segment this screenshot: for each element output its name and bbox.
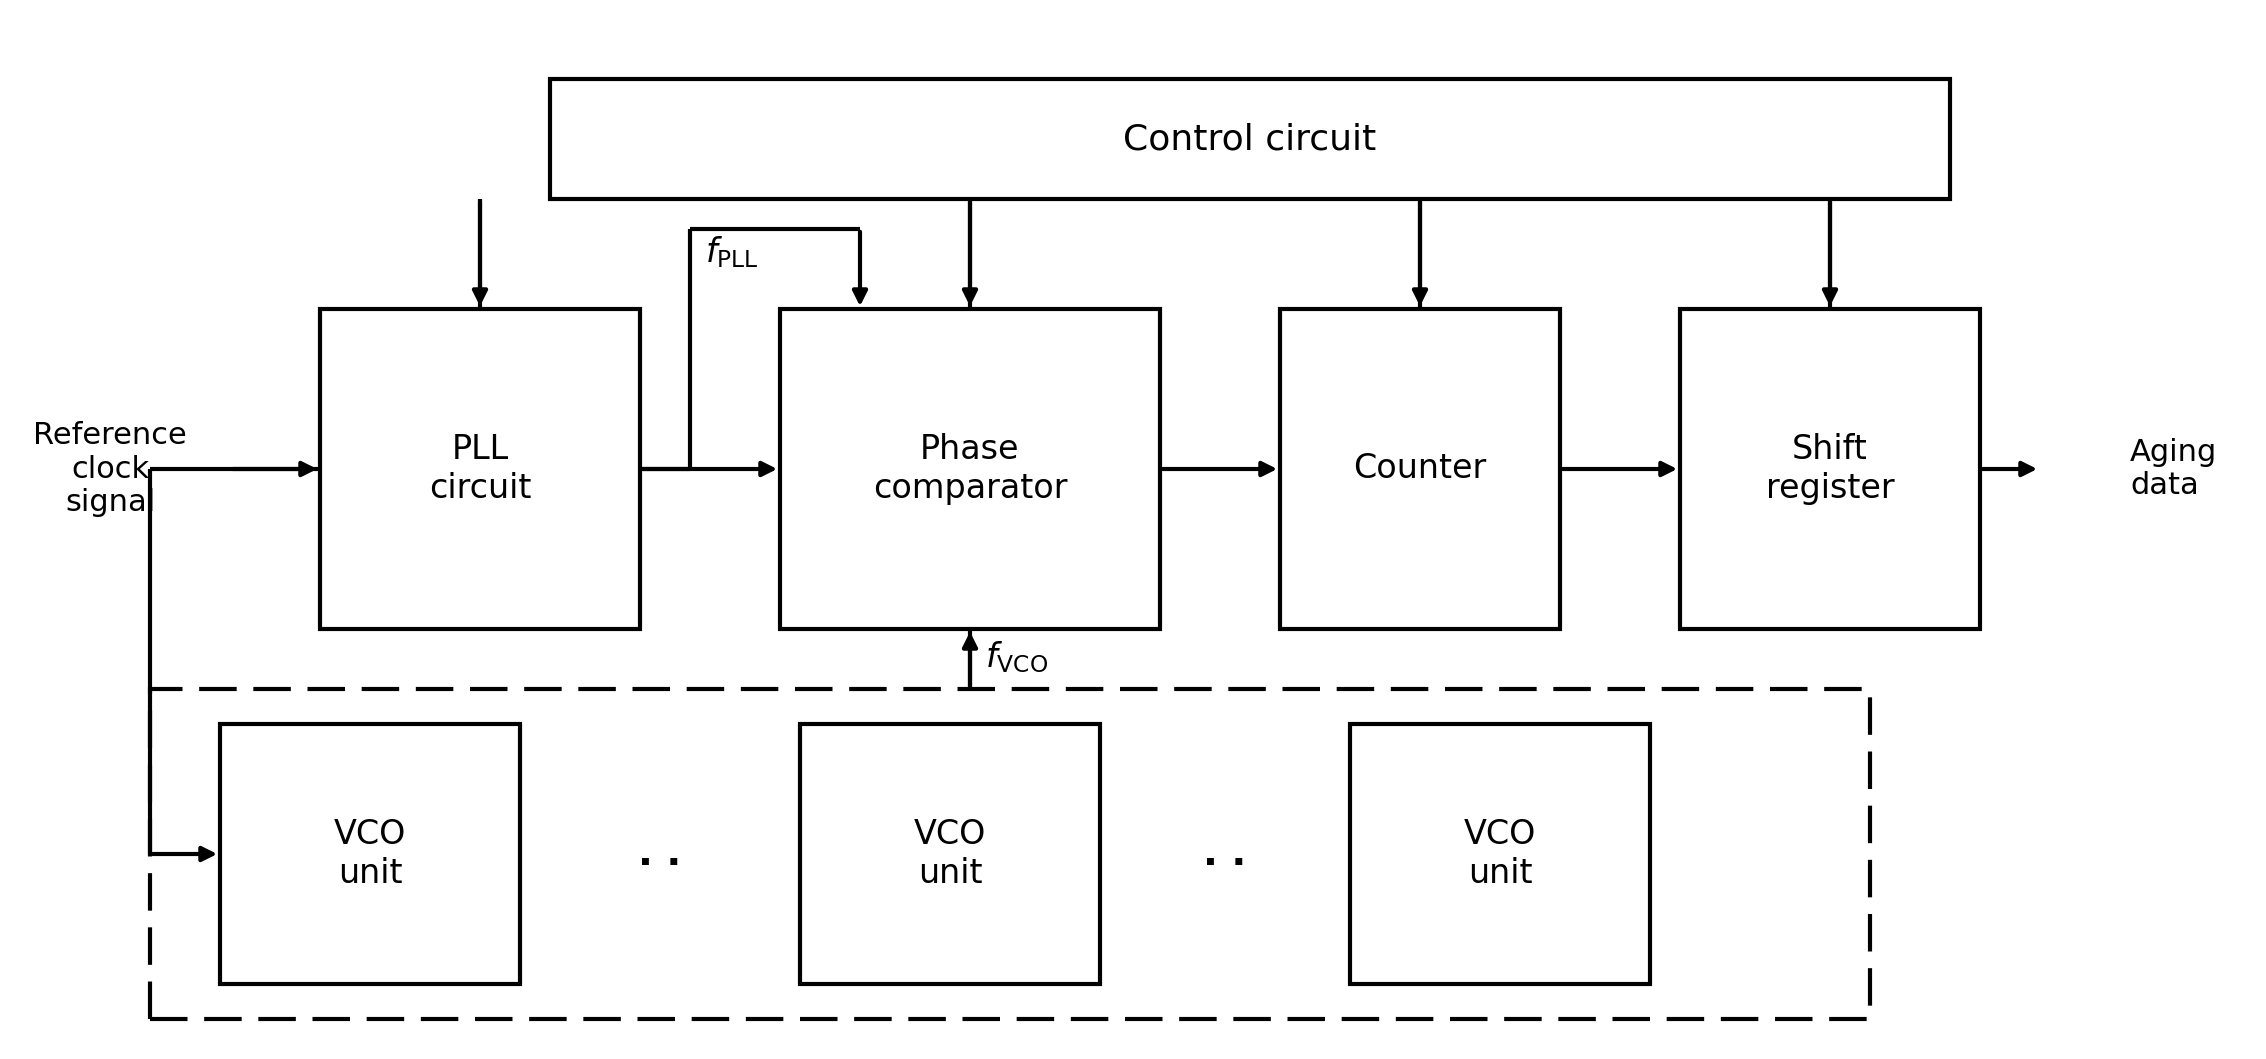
Text: $f_{\mathrm{PLL}}$: $f_{\mathrm{PLL}}$: [705, 234, 759, 270]
FancyBboxPatch shape: [551, 79, 1951, 199]
FancyBboxPatch shape: [1280, 309, 1559, 629]
Text: Control circuit: Control circuit: [1124, 122, 1378, 156]
FancyBboxPatch shape: [220, 724, 519, 984]
FancyBboxPatch shape: [800, 724, 1099, 984]
Text: VCO
unit: VCO unit: [1464, 819, 1536, 890]
Text: . .: . .: [639, 834, 682, 873]
FancyBboxPatch shape: [780, 309, 1160, 629]
Text: VCO
unit: VCO unit: [333, 819, 406, 890]
Text: Shift
register: Shift register: [1765, 433, 1894, 504]
FancyBboxPatch shape: [1679, 309, 1980, 629]
Text: VCO
unit: VCO unit: [913, 819, 986, 890]
Text: $f_{\mathrm{VCO}}$: $f_{\mathrm{VCO}}$: [986, 639, 1049, 675]
FancyBboxPatch shape: [150, 689, 1869, 1019]
Text: . .: . .: [1203, 834, 1246, 873]
FancyBboxPatch shape: [1351, 724, 1650, 984]
Text: Aging
data: Aging data: [2130, 437, 2216, 500]
Text: Counter: Counter: [1353, 452, 1486, 485]
Text: PLL
circuit: PLL circuit: [428, 433, 530, 504]
Text: Reference
clock
signal: Reference clock signal: [34, 420, 186, 517]
Text: Phase
comparator: Phase comparator: [872, 433, 1067, 504]
FancyBboxPatch shape: [320, 309, 639, 629]
